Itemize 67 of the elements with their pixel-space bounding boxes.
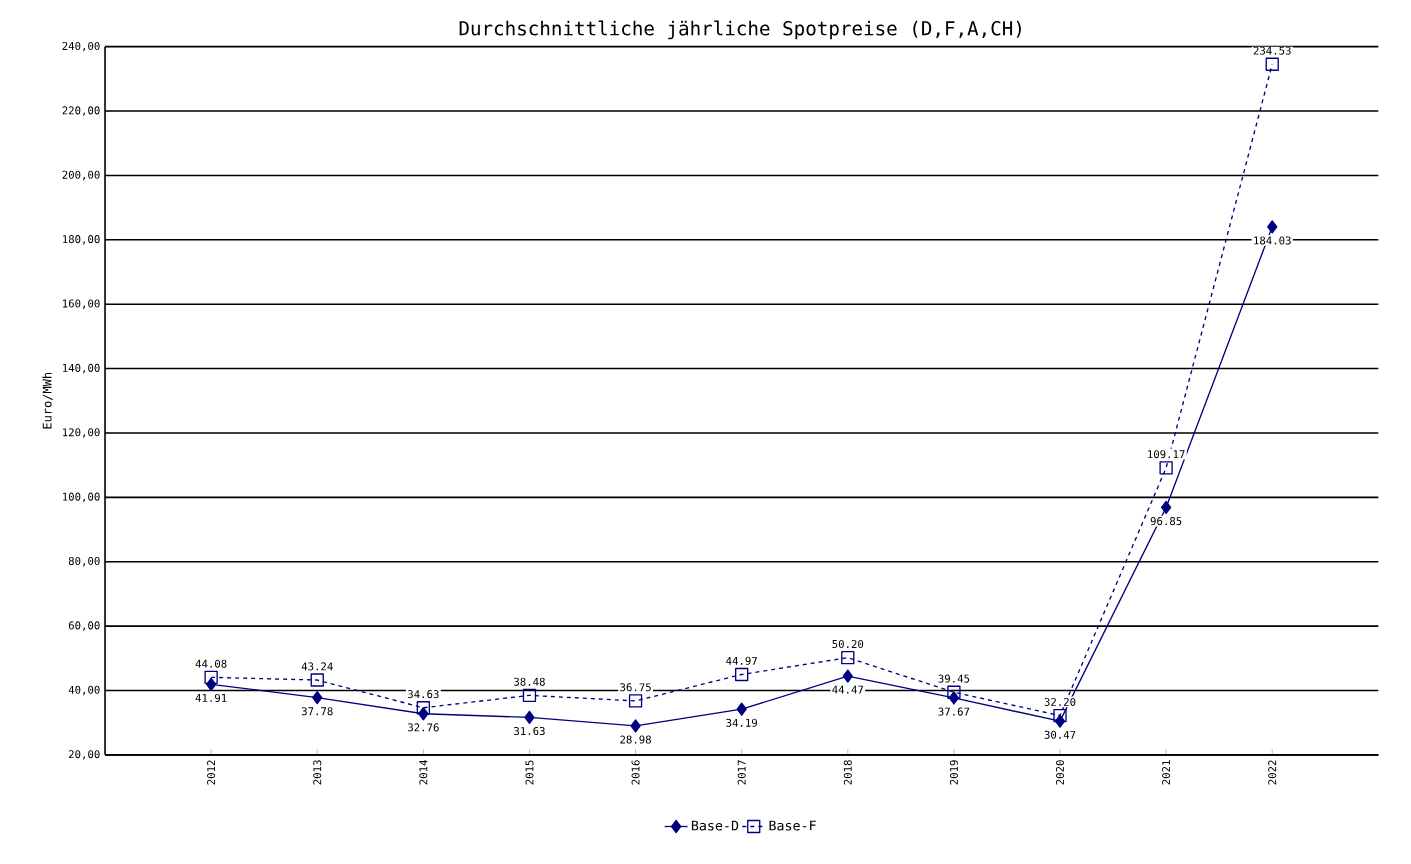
data-label: 30.47 [1044, 730, 1076, 739]
chart-title: Durchschnittliche jährliche Spotpreise (D,F,A,CH) [459, 20, 1021, 40]
x-tick-label: 2022 [1268, 760, 1277, 785]
legend-label: Base-D [691, 820, 739, 831]
point [1053, 708, 1067, 723]
data-label: 34.19 [726, 718, 757, 727]
point [1267, 220, 1278, 234]
point [628, 694, 643, 708]
legend-label: Base-F [769, 820, 816, 831]
point [204, 670, 218, 684]
data-label: 44.08 [195, 659, 227, 668]
data-label: 43.24 [301, 662, 333, 671]
point [310, 673, 324, 687]
point [524, 710, 535, 724]
x-tick-label: 2019 [949, 760, 958, 785]
y-tick-label: 140,00 [63, 363, 100, 374]
data-label: 31.63 [514, 726, 545, 735]
point [841, 650, 855, 665]
data-label: 37.78 [301, 707, 333, 716]
point [735, 667, 749, 682]
data-label: 50.20 [832, 639, 864, 648]
data-label: 36.75 [620, 683, 651, 692]
x-tick-label: 2013 [313, 760, 322, 785]
data-label: 28.98 [620, 735, 651, 744]
x-tick-label: 2021 [1162, 760, 1171, 785]
data-label: 44.97 [726, 656, 757, 665]
y-tick-label: 160,00 [63, 299, 100, 309]
point [1159, 461, 1173, 475]
y-tick-label: 20,00 [68, 750, 100, 760]
y-tick-label: 120,00 [63, 428, 100, 438]
data-label: 34.63 [408, 689, 439, 699]
point [630, 719, 641, 733]
data-label: 109.17 [1148, 450, 1185, 459]
x-tick-label: 2020 [1055, 760, 1065, 785]
point [1160, 500, 1172, 515]
data-label: 184.03 [1254, 236, 1291, 245]
x-tick-label: 2018 [843, 760, 852, 785]
point [522, 688, 537, 702]
point [312, 690, 323, 705]
y-tick-label: 240,00 [62, 41, 100, 52]
y-tick-label: 40,00 [68, 685, 100, 696]
y-axis-title: Euro/MWh [42, 372, 53, 429]
y-tick-label: 200,00 [62, 170, 100, 181]
data-label: 41.91 [195, 693, 227, 702]
y-tick-label: 80,00 [68, 556, 100, 567]
point [947, 685, 961, 699]
x-tick-label: 2012 [207, 760, 216, 785]
point [842, 669, 853, 683]
point [1265, 57, 1279, 71]
data-label: 96.85 [1150, 516, 1182, 526]
data-label: 32.76 [408, 723, 439, 732]
y-tick-label: 100,00 [63, 492, 100, 502]
x-tick-label: 2014 [419, 759, 428, 785]
data-label: 44.47 [832, 685, 864, 694]
y-tick-label: 220,00 [62, 106, 100, 116]
x-tick-label: 2017 [737, 760, 746, 785]
data-label: 37.67 [938, 707, 970, 716]
x-tick-label: 2015 [525, 760, 534, 785]
y-tick-label: 180,00 [63, 235, 100, 245]
data-label: 234.53 [1253, 46, 1291, 55]
point [416, 700, 431, 715]
x-tick-label: 2016 [631, 760, 640, 785]
data-label: 32.20 [1044, 697, 1076, 706]
point [736, 702, 747, 716]
data-label: 39.45 [938, 674, 970, 683]
y-tick-label: 60,00 [68, 621, 100, 631]
data-label: 38.48 [514, 677, 545, 686]
